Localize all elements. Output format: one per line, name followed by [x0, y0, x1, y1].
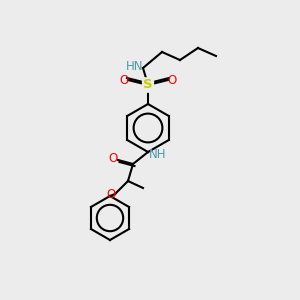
Text: O: O: [119, 74, 129, 86]
Text: HN: HN: [126, 59, 144, 73]
Text: O: O: [167, 74, 177, 86]
Text: NH: NH: [149, 148, 167, 161]
Text: O: O: [106, 188, 116, 200]
Text: S: S: [143, 79, 153, 92]
Text: O: O: [108, 152, 118, 166]
